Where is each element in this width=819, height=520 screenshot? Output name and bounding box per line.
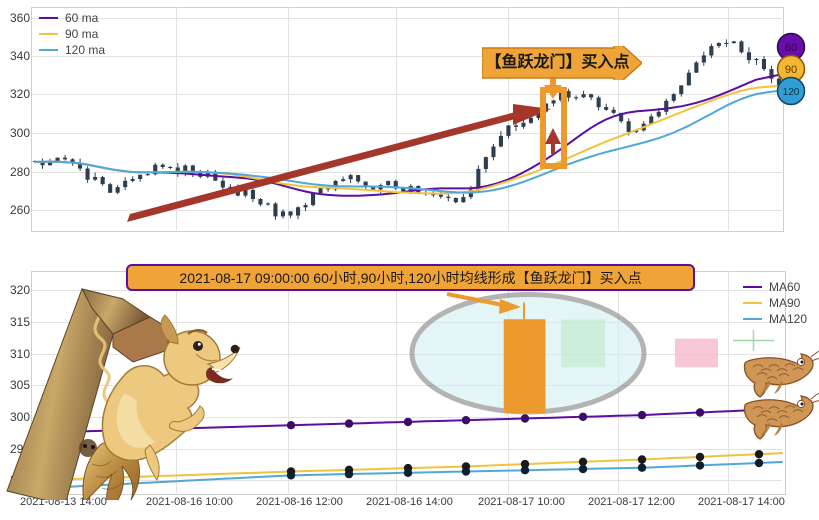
svg-text:120: 120 xyxy=(783,87,800,98)
svg-text:90: 90 xyxy=(785,64,797,76)
svg-text:60: 60 xyxy=(785,42,797,54)
